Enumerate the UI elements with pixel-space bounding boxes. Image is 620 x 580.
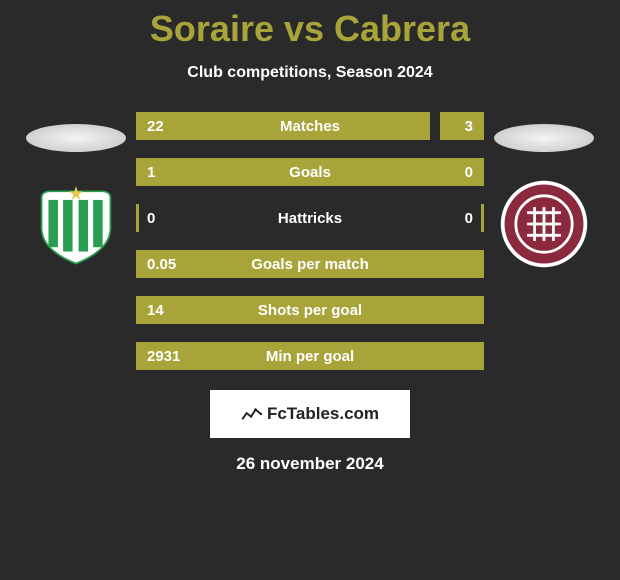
stat-value-left: 22	[147, 118, 164, 135]
comparison-area: 22 3 Matches 1 0 Goals 0 0 Hattricks 0.05 Goals pe…	[0, 112, 620, 370]
stat-row: 1 0 Goals	[136, 158, 484, 186]
subtitle: Club competitions, Season 2024	[0, 64, 620, 82]
stat-row: 22 3 Matches	[136, 112, 484, 140]
stat-value-left: 2931	[147, 348, 180, 365]
stats-bars: 22 3 Matches 1 0 Goals 0 0 Hattricks 0.05 Goals pe…	[136, 112, 484, 370]
brand-box: FcTables.com	[210, 390, 410, 438]
stat-label: Goals	[289, 164, 331, 181]
right-player-col	[484, 112, 604, 268]
stat-value-left: 0	[147, 210, 155, 227]
stat-label: Shots per goal	[258, 302, 362, 319]
stat-value-left: 1	[147, 164, 155, 181]
stat-value-right: 3	[465, 118, 473, 135]
stat-bar-right	[440, 112, 481, 140]
player-marker-right	[494, 124, 594, 152]
stat-row: 0 0 Hattricks	[136, 204, 484, 232]
stat-label: Hattricks	[278, 210, 342, 227]
stat-label: Matches	[280, 118, 340, 135]
fctables-logo-icon	[241, 406, 263, 422]
stat-value-left: 0.05	[147, 256, 176, 273]
date-line: 26 november 2024	[0, 454, 620, 474]
stat-row: 2931 Min per goal	[136, 342, 484, 370]
stat-label: Goals per match	[251, 256, 369, 273]
stat-value-left: 14	[147, 302, 164, 319]
stat-row: 0.05 Goals per match	[136, 250, 484, 278]
lanus-badge-icon	[497, 177, 591, 271]
club-badge-right	[496, 180, 592, 268]
stat-label: Min per goal	[266, 348, 354, 365]
stat-row: 14 Shots per goal	[136, 296, 484, 324]
left-player-col	[16, 112, 136, 268]
banfield-shield-icon	[32, 181, 120, 267]
stat-value-right: 0	[465, 210, 473, 227]
player-marker-left	[26, 124, 126, 152]
stat-value-right: 0	[465, 164, 473, 181]
brand-text: FcTables.com	[267, 404, 379, 424]
club-badge-left	[28, 180, 124, 268]
page-title: Soraire vs Cabrera	[0, 0, 620, 50]
